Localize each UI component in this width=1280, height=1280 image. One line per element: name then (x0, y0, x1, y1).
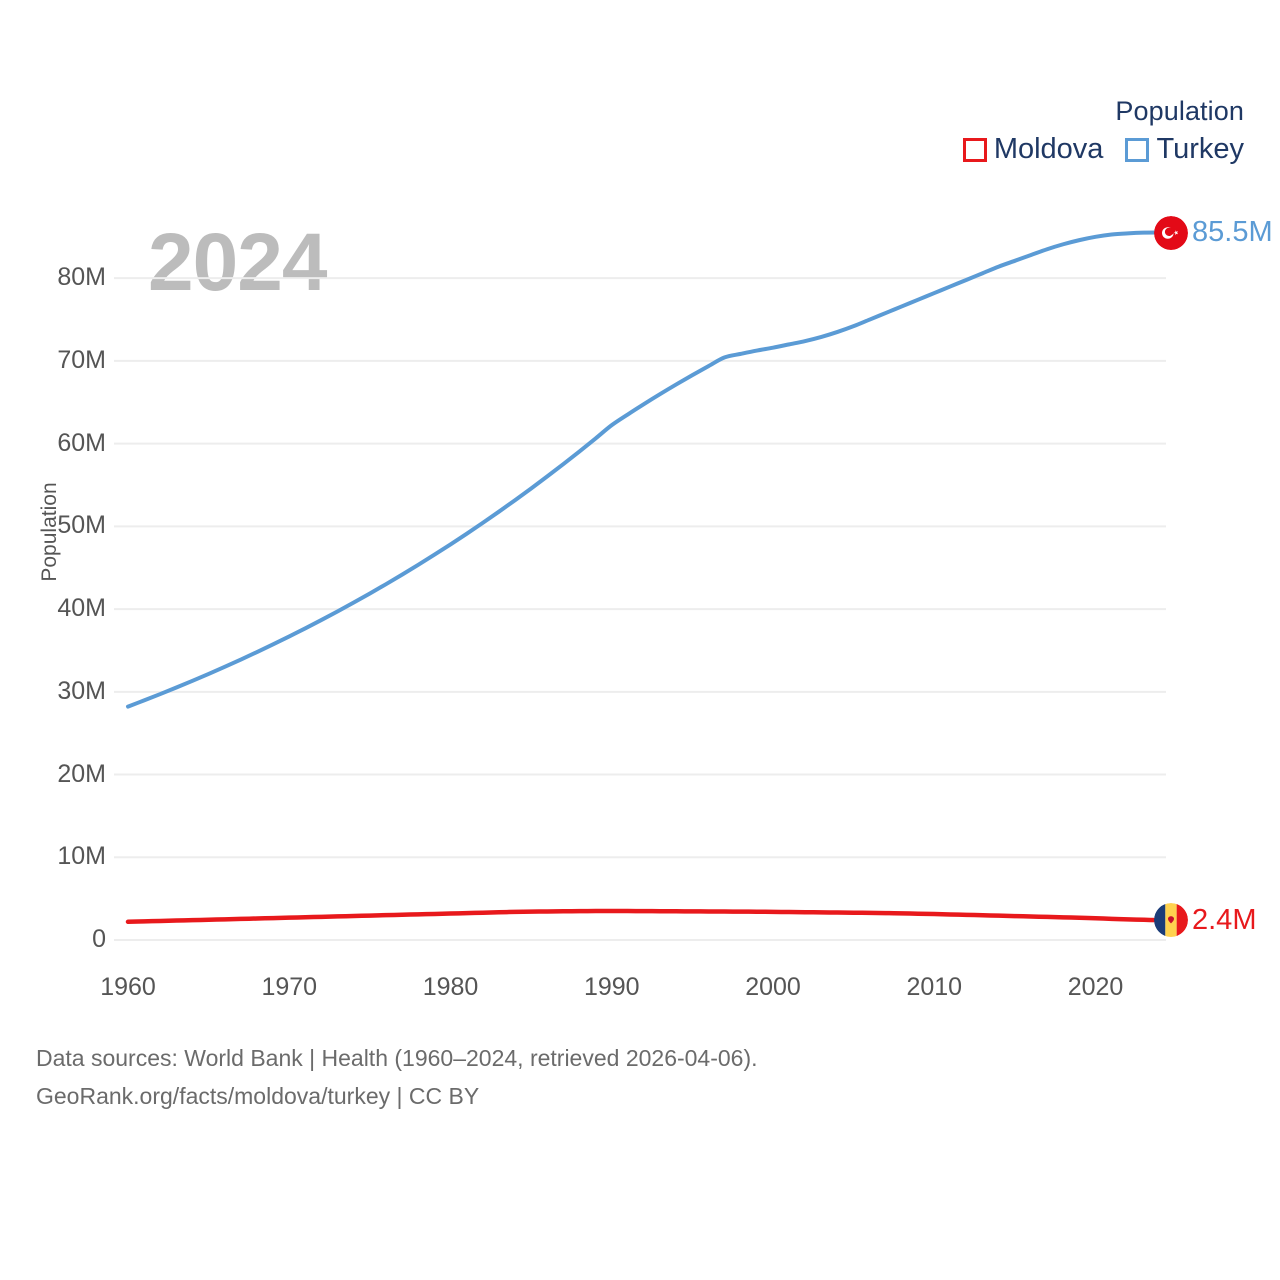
y-tick-label: 60M (57, 428, 106, 457)
end-value-moldova: 2.4M (1192, 903, 1257, 936)
turkey-flag-icon (1154, 215, 1188, 250)
footer-line-2: GeoRank.org/facts/moldova/turkey | CC BY (36, 1082, 480, 1109)
x-tick-label: 1970 (261, 973, 318, 1001)
series-line-moldova (125, 908, 1163, 925)
chart-legend: Population Moldova Turkey (962, 96, 1244, 166)
y-tick-label: 0 (92, 925, 106, 953)
y-tick-label: 10M (57, 842, 106, 871)
x-tick-label: 1980 (422, 973, 479, 1001)
legend-swatch-moldova (962, 137, 987, 162)
y-tick-label: 30M (57, 676, 106, 705)
end-value-turkey: 85.5M (1192, 216, 1273, 249)
legend-label-turkey: Turkey (1156, 133, 1244, 166)
x-tick-label: 1960 (100, 973, 156, 1001)
x-tick-label: 2010 (906, 973, 963, 1001)
legend-label-moldova: Moldova (993, 133, 1104, 166)
legend-entry-turkey[interactable]: Turkey (1125, 135, 1244, 164)
end-label-moldova: 2.4M (1154, 903, 1257, 938)
y-tick-label: 20M (57, 759, 106, 788)
legend-entries: Moldova Turkey (962, 133, 1244, 166)
end-label-turkey: 85.5M (1154, 215, 1273, 250)
y-tick-label: 40M (57, 594, 106, 623)
legend-swatch-turkey (1125, 137, 1150, 162)
x-tick-label: 2000 (745, 973, 801, 1001)
x-tick-label: 1990 (583, 973, 640, 1001)
year-watermark: 2024 (148, 217, 327, 308)
y-tick-label: 80M (57, 263, 106, 292)
y-tick-label: 70M (57, 345, 106, 374)
legend-entry-moldova[interactable]: Moldova (962, 133, 1104, 166)
x-tick-label: 2020 (1067, 973, 1124, 1001)
moldova-flag-icon (1154, 903, 1188, 938)
footer-line-1: Data sources: World Bank | Health (1960–… (36, 1045, 758, 1071)
y-tick-label: 50M (57, 511, 106, 540)
legend-title: Population (1115, 96, 1244, 126)
footer-attribution: Data sources: World Bank | Health (1960–… (36, 1040, 758, 1116)
